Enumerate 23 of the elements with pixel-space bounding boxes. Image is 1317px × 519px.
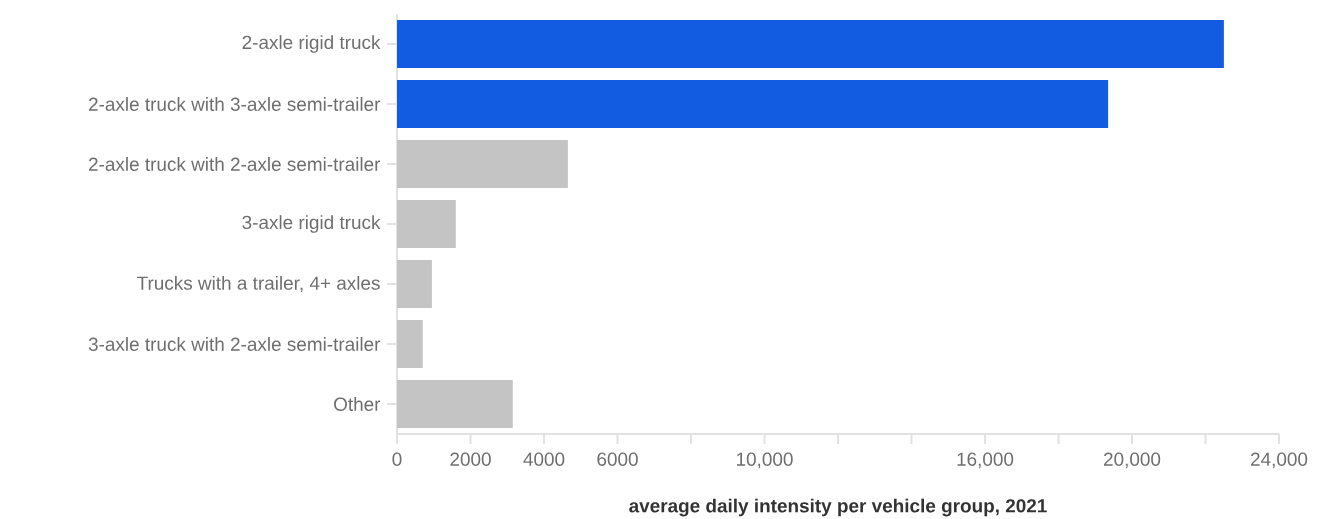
bar (397, 320, 423, 368)
x-tick-label: 0 (392, 452, 402, 466)
bar (397, 200, 456, 248)
bar (397, 140, 568, 188)
x-tick-label: 24,000 (1251, 452, 1308, 469)
y-tick-label: 2-axle truck with 3-axle semi-trailer (89, 97, 381, 111)
bar (397, 260, 432, 308)
bar (397, 20, 1224, 68)
y-tick-label: 3-axle truck with 2-axle semi-trailer (88, 337, 381, 351)
y-tick-label: Other (334, 397, 381, 411)
x-tick-label: 16,000 (957, 452, 1014, 469)
bar (397, 380, 513, 428)
x-tick-label: 4000 (523, 452, 565, 466)
y-tick-label: Trucks with a trailer, 4+ axles (137, 275, 380, 293)
y-tick-label: 2-axle rigid truck (242, 35, 381, 53)
y-tick-label: 3-axle rigid truck (242, 215, 381, 233)
x-axis-title: average daily intensity per vehicle group, 2021 (629, 498, 1047, 517)
x-tick-label: 10,000 (736, 452, 793, 469)
x-tick-label: 6000 (597, 452, 638, 466)
x-tick-label: 20,000 (1104, 452, 1161, 469)
x-tick-label: 2000 (450, 452, 491, 466)
y-tick-label: 2-axle truck with 2-axle semi-trailer (89, 157, 381, 171)
bar (397, 80, 1109, 128)
